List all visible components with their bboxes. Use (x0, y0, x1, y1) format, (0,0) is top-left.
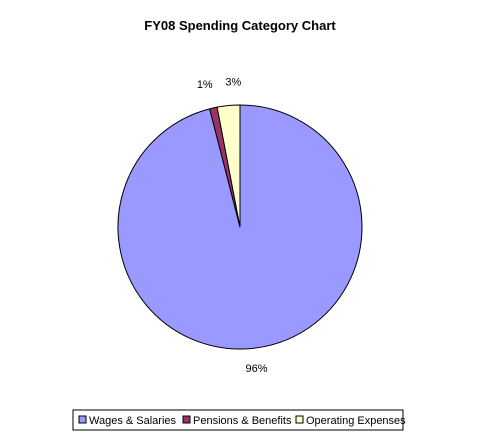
pie-percent-labels: 96% 1% 3% (197, 77, 268, 375)
legend-swatch-pensions-benefits (182, 415, 191, 424)
chart-title: FY08 Spending Category Chart (144, 18, 336, 33)
legend-swatch-operating-expenses (295, 415, 304, 424)
pie-label-pensions-benefits: 1% (197, 79, 213, 91)
legend-label-wages-salaries: Wages & Salaries (89, 415, 177, 427)
legend-swatch-wages-salaries (78, 415, 87, 424)
legend-label-operating-expenses: Operating Expenses (306, 415, 406, 427)
pie-slices (117, 104, 363, 350)
legend: Wages & Salaries Pensions & Benefits Opera… (72, 409, 406, 431)
legend-items: Wages & Salaries Pensions & Benefits Opera… (78, 415, 406, 427)
pie-label-operating-expenses: 3% (225, 77, 241, 89)
legend-box (72, 409, 404, 431)
legend-label-pensions-benefits: Pensions & Benefits (193, 415, 292, 427)
pie-label-wages-salaries: 96% (246, 363, 268, 375)
pie-slice-operating-expenses (216, 104, 241, 228)
